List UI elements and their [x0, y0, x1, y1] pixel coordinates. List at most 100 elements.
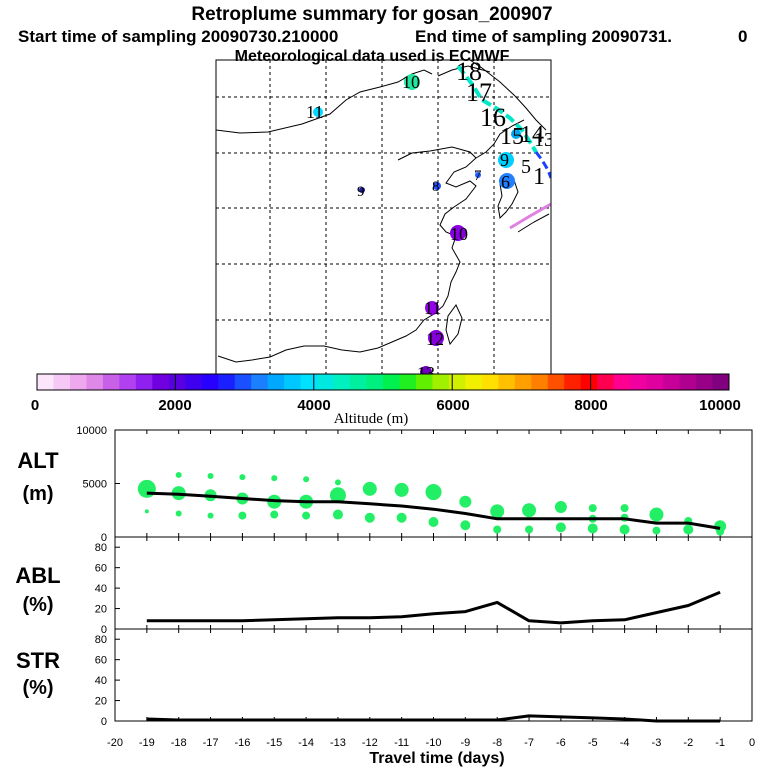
y-tick-label: 40 — [95, 583, 107, 595]
x-tick-label: 0 — [749, 737, 755, 749]
panel-unit: (%) — [22, 677, 53, 699]
x-tick-label: -12 — [362, 737, 378, 749]
map-label: 16 — [480, 103, 506, 132]
colorbar-segment — [564, 374, 582, 390]
plume-point — [433, 182, 441, 190]
colorbar-segment — [317, 374, 335, 390]
panel-unit: (%) — [22, 594, 53, 616]
plume-point — [359, 187, 365, 193]
colorbar-segment — [333, 374, 351, 390]
colorbar-segment — [53, 374, 71, 390]
colorbar-segment — [366, 374, 384, 390]
start-time-label: Start time of sampling 20090730.210000 — [18, 27, 338, 46]
plume-point — [460, 520, 471, 531]
map-label: 9 — [500, 150, 509, 170]
plume-point — [555, 522, 566, 533]
plume-point — [207, 473, 214, 480]
colorbar-segment — [218, 374, 236, 390]
plume-point — [425, 484, 442, 501]
colorbar-segment — [712, 374, 730, 390]
plume-point — [420, 366, 432, 375]
panel-unit: (m) — [22, 483, 53, 505]
plume-point — [716, 527, 725, 536]
plume-point — [649, 507, 664, 522]
y-tick-label: 80 — [95, 542, 107, 554]
y-tick-label: 0 — [101, 532, 107, 544]
met-data-label: Meteorological data used is ECMWF — [235, 48, 510, 65]
map-label: 1 — [533, 164, 545, 190]
colorbar-segment — [679, 374, 697, 390]
colorbar-tick: 2000 — [158, 397, 191, 414]
x-tick-label: -4 — [620, 737, 630, 749]
colorbar-segment — [234, 374, 252, 390]
map-gridlines — [216, 60, 551, 375]
map-label: 11 — [424, 298, 441, 318]
map-label: 13 — [417, 363, 435, 383]
plume-point — [207, 512, 214, 519]
colorbar-ticks: 0 2000 4000 6000 8000 10000 — [31, 397, 741, 414]
end-time-label: End time of sampling 20090731. — [415, 27, 672, 46]
plume-point — [475, 172, 481, 178]
colorbar-segment — [86, 374, 104, 390]
colorbar-segment — [481, 374, 499, 390]
y-tick-label: 20 — [95, 696, 107, 708]
plume-point — [490, 504, 505, 519]
plume-point — [175, 471, 182, 478]
colorbar-segment — [135, 374, 153, 390]
plume-point — [493, 525, 502, 534]
colorbar-segment — [69, 374, 87, 390]
map-label: 15 — [500, 124, 524, 150]
panel-label: ALT — [17, 448, 59, 473]
plume-point — [619, 524, 630, 535]
plume-point — [271, 475, 278, 482]
plume-point — [175, 510, 182, 517]
colorbar-segment — [547, 374, 565, 390]
coastlines — [216, 60, 550, 363]
plume-point — [428, 330, 444, 346]
colorbar-segment — [350, 374, 368, 390]
colorbar-segment — [399, 374, 417, 390]
colorbar-segment — [663, 374, 681, 390]
colorbar-tick: 10000 — [699, 397, 741, 414]
colorbar-segment — [251, 374, 269, 390]
colorbar-segment — [383, 374, 400, 390]
colorbar-segment — [185, 374, 203, 390]
colorbar-segment — [580, 374, 598, 390]
plume-point — [394, 482, 409, 497]
plume-point — [334, 479, 341, 486]
colorbar-label: Altitude (m) — [334, 411, 409, 427]
map-label: 5 — [521, 156, 531, 178]
x-tick-label: -13 — [330, 737, 346, 749]
x-tick-label: -15 — [266, 737, 282, 749]
plume-point — [302, 511, 311, 520]
plume-point — [428, 517, 439, 528]
trajectory-map: 18 17 16 15 14 13 1 5 6 7 8 9 9 10 10 11… — [216, 60, 551, 383]
altitude-colorbar — [37, 374, 730, 390]
colorbar-segment — [498, 374, 516, 390]
plume-point — [396, 512, 407, 523]
plume-point — [620, 504, 629, 513]
plume-point — [554, 501, 567, 514]
plume-point — [450, 225, 466, 241]
colorbar-segment — [119, 374, 137, 390]
colorbar-segment — [152, 374, 170, 390]
plume-point — [329, 487, 346, 504]
plume-point — [588, 504, 597, 513]
colorbar-segment — [415, 374, 433, 390]
map-label: 9 — [357, 184, 365, 200]
time-series-panels: 0 5000 10000 ALT (m) 0 20 40 60 80 ABL (%) 0 20 40 60 80… — [15, 425, 753, 728]
day-labels: 18 17 16 15 14 13 1 5 6 7 8 9 9 10 10 11… — [306, 60, 551, 383]
x-tick-label: -18 — [171, 737, 187, 749]
colorbar-segment — [432, 374, 450, 390]
x-tick-label: -9 — [460, 737, 470, 749]
plume-point — [525, 525, 534, 534]
plume-point — [239, 474, 246, 481]
plume-point — [652, 526, 661, 535]
plume-point — [303, 476, 310, 483]
plume-point — [511, 129, 521, 139]
figure-title: Retroplume summary for gosan_200907 — [191, 4, 552, 25]
colorbar-segment — [597, 374, 615, 390]
panel-abl: 0 20 40 60 80 ABL (%) — [15, 536, 753, 636]
colorbar-tick: 4000 — [297, 397, 330, 414]
